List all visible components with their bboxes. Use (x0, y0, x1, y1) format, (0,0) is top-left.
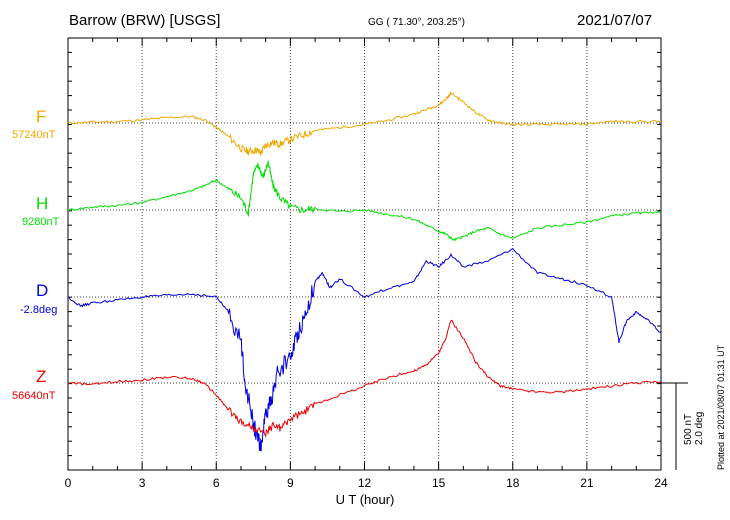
x-tick-label: 12 (358, 476, 372, 490)
x-tick-label: 6 (213, 476, 220, 490)
geographic-coordinates: GG ( 71.30°, 203.25°) (368, 17, 465, 28)
component-label-z: Z (36, 367, 47, 386)
x-tick-label: 3 (139, 476, 146, 490)
x-tick-label: 24 (654, 476, 668, 490)
plotted-timestamp: Plotted at 2021/08/07 01:31 UT (716, 344, 726, 470)
trace-z (67, 319, 662, 438)
chart-date: 2021/07/07 (577, 12, 653, 29)
trace-d (67, 247, 662, 452)
x-tick-label: 15 (432, 476, 446, 490)
component-label-f: F (36, 107, 47, 126)
baseline-label-d: -2.8deg (20, 304, 58, 316)
x-tick-label: 18 (506, 476, 520, 490)
component-label-d: D (36, 281, 49, 300)
component-label-h: H (36, 194, 49, 213)
trace-h (67, 160, 662, 242)
station-title: Barrow (BRW) [USGS] (69, 12, 221, 29)
baseline-label-z: 56640nT (12, 390, 56, 402)
x-tick-label: 0 (65, 476, 72, 490)
scale-bar-deg-label: 2.0 deg (694, 411, 705, 445)
baseline-label-h: 9280nT (22, 216, 60, 228)
scale-bar (661, 382, 688, 470)
scale-bar-nt-label: 500 nT (683, 413, 694, 445)
x-tick-label: 9 (287, 476, 294, 490)
trace-f (67, 91, 662, 156)
x-axis-label: U T (hour) (336, 492, 395, 507)
baseline-label-f: 57240nT (12, 129, 56, 141)
x-tick-label: 21 (580, 476, 594, 490)
